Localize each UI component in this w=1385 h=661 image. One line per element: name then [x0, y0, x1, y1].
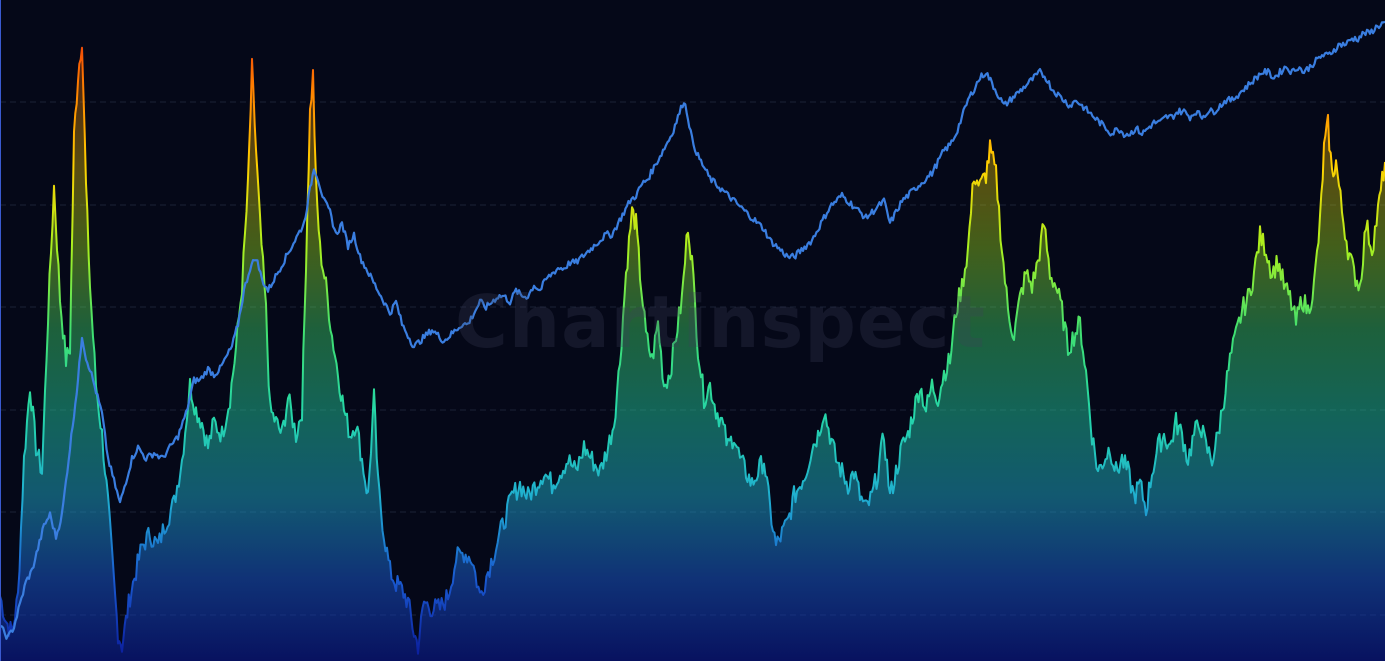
oscillator-line	[0, 46, 1385, 655]
price-line	[0, 20, 1385, 640]
oscillator-area	[0, 47, 1385, 661]
